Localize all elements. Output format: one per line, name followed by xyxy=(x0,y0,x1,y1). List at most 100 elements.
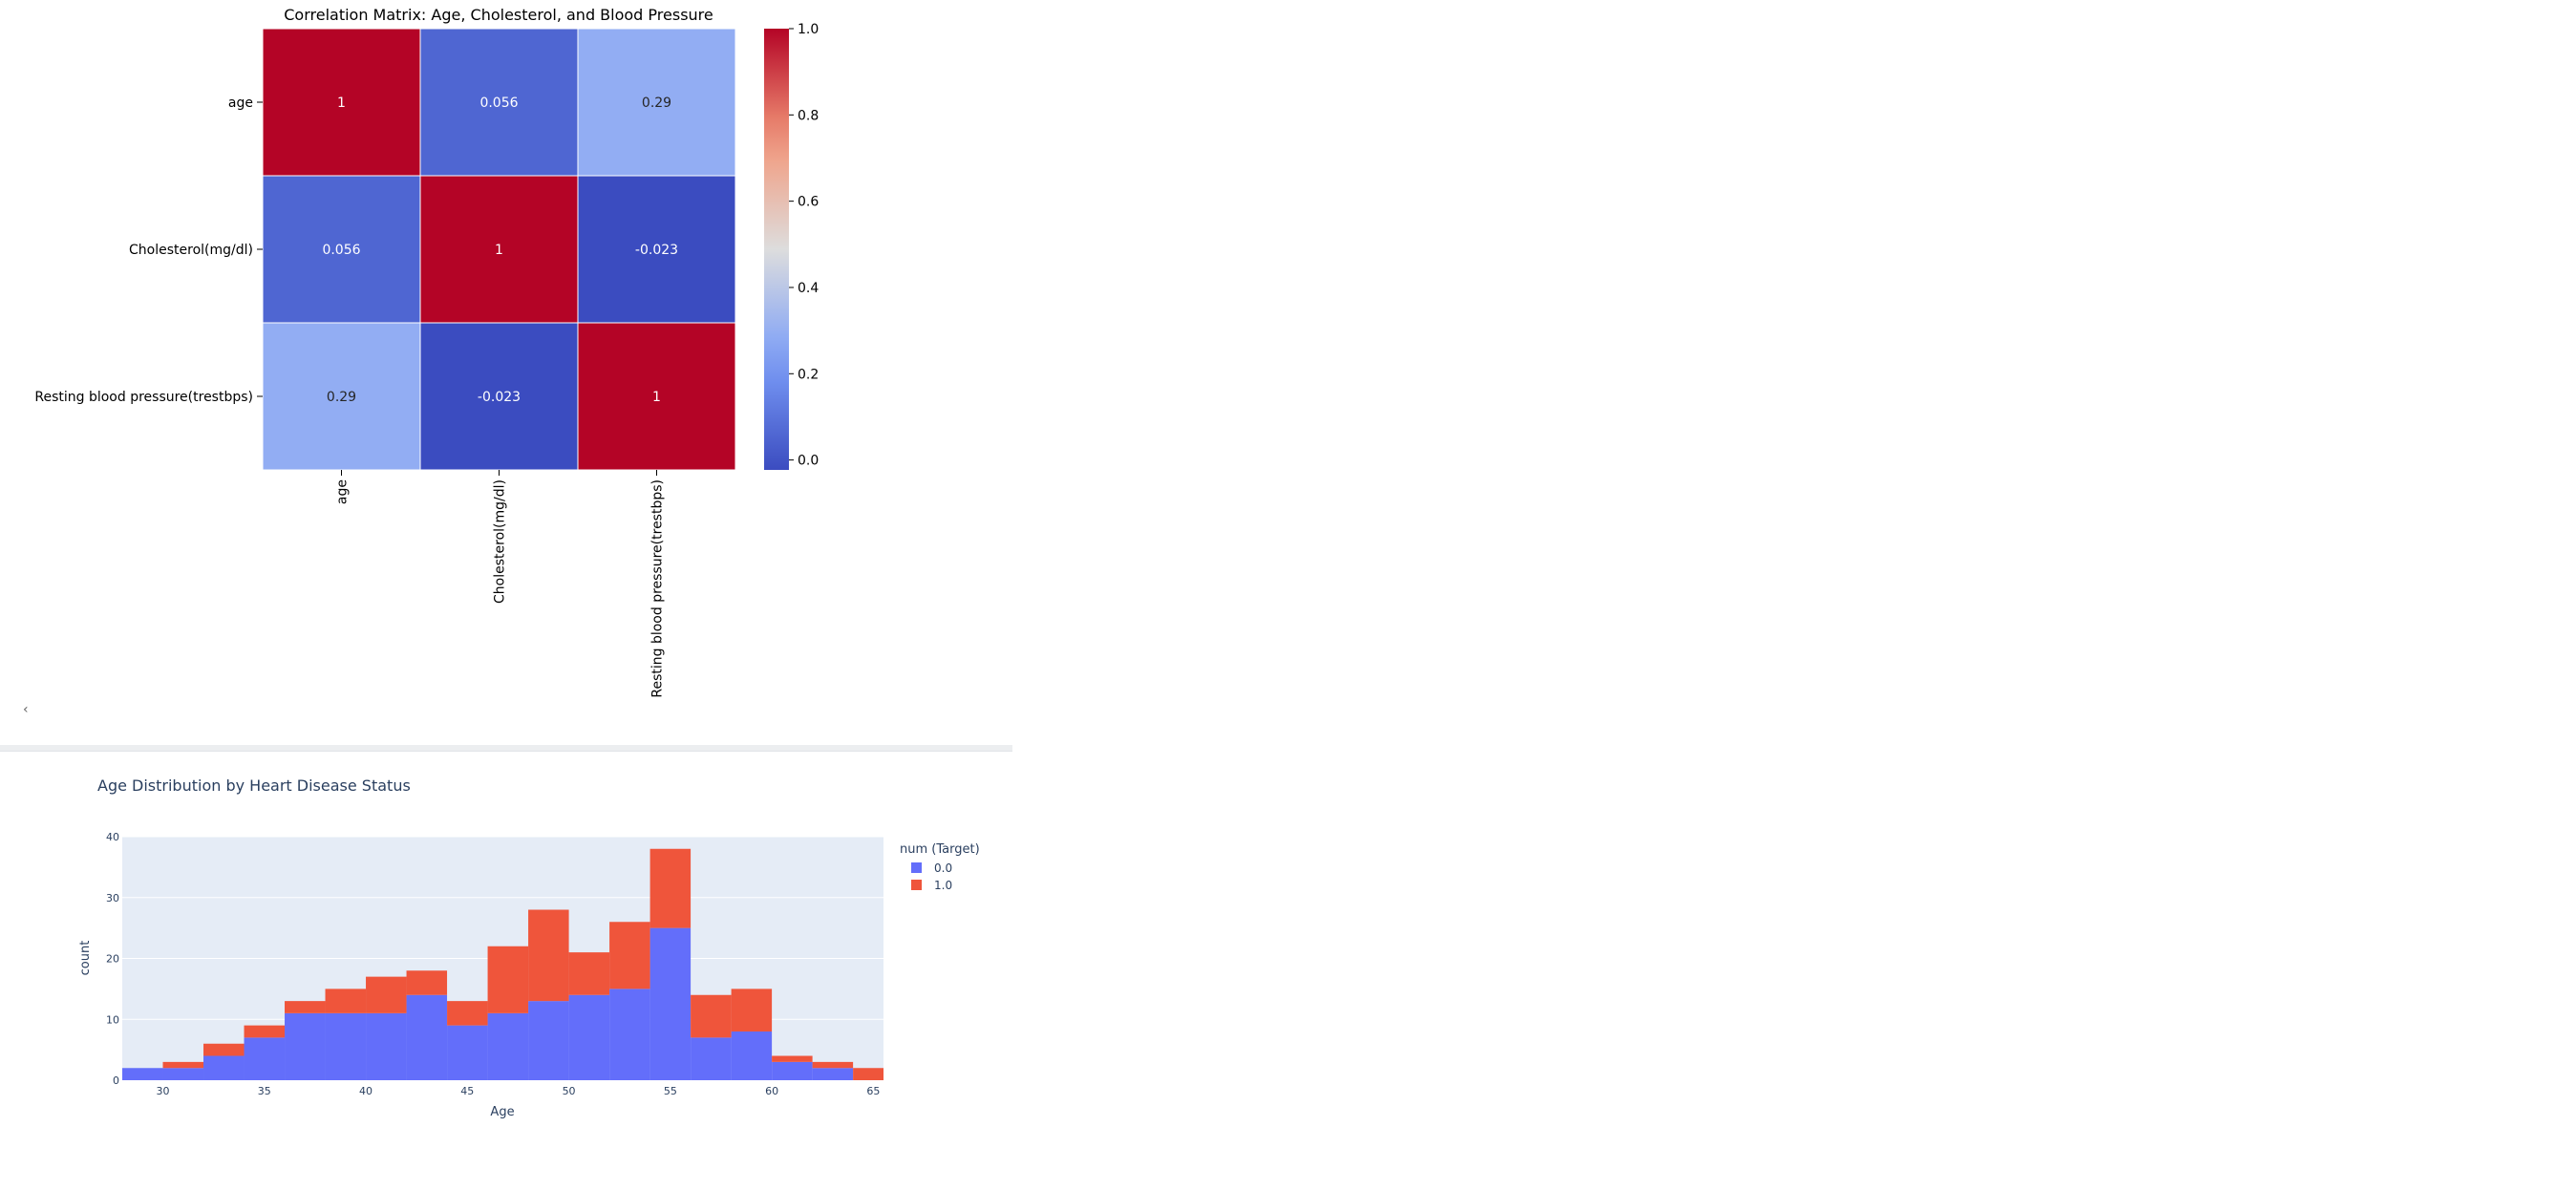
histogram-bar xyxy=(285,1001,326,1013)
collapse-marker[interactable]: ‹ xyxy=(23,702,29,717)
histogram-bar xyxy=(649,848,692,928)
histogram-y-tick-label: 0 xyxy=(113,1074,119,1087)
histogram-bar xyxy=(325,989,367,1013)
histogram-bar xyxy=(528,1001,569,1080)
histogram-bar xyxy=(406,970,448,995)
colorbar-tick-label: 0.0 xyxy=(798,454,819,469)
heatmap-column-labels: age Cholesterol(mg/dl) Resting blood press… xyxy=(335,470,666,698)
histogram-bar xyxy=(487,1012,529,1080)
heatmap-cell xyxy=(419,175,579,324)
histogram-bar xyxy=(406,994,448,1080)
histogram-bar xyxy=(731,989,773,1031)
histogram-bar xyxy=(609,922,650,989)
heatmap-colorbar: 1.0 0.8 0.6 0.4 0.2 0.0 xyxy=(764,22,819,470)
heatmap-row-labels: age Cholesterol(mg/dl) Resting blood press… xyxy=(34,96,263,405)
histogram-bar xyxy=(285,1012,326,1080)
histogram-bar xyxy=(731,1031,773,1080)
colorbar-tick-label: 1.0 xyxy=(798,22,819,37)
histogram-bar xyxy=(203,1043,245,1056)
histogram-y-tick-label: 40 xyxy=(106,831,119,843)
histogram-x-tick-label: 65 xyxy=(866,1085,880,1097)
heatmap-cell-value: 1 xyxy=(495,243,503,258)
legend-swatch xyxy=(911,862,922,873)
heatmap-cell xyxy=(262,175,421,324)
histogram-y-tick-label: 20 xyxy=(106,953,119,966)
heatmap-cell-value: -0.023 xyxy=(478,390,521,405)
heatmap-cell-value: 0.29 xyxy=(642,96,671,111)
heatmap-cell-value: 0.29 xyxy=(327,390,356,405)
histogram-bar xyxy=(487,946,529,1013)
output-divider xyxy=(0,745,1012,752)
histogram-bar xyxy=(162,1068,204,1080)
histogram-bar xyxy=(122,1068,163,1080)
histogram-x-tick-label: 60 xyxy=(765,1085,778,1097)
heatmap-cell-value: -0.023 xyxy=(635,243,678,258)
colorbar-tick-label: 0.4 xyxy=(798,281,819,296)
histogram-bar xyxy=(568,994,610,1080)
histogram-x-tick-label: 35 xyxy=(258,1085,271,1097)
histogram-x-tick-label: 55 xyxy=(664,1085,677,1097)
histogram-bar xyxy=(528,909,569,1002)
heatmap-cell-value: 1 xyxy=(652,390,661,405)
histogram-bar xyxy=(244,1037,286,1080)
histogram-bar xyxy=(691,994,732,1038)
histogram-legend: num (Target) 0.0 1.0 xyxy=(900,842,980,892)
correlation-heatmap-chart: Correlation Matrix: Age, Cholesterol, an… xyxy=(34,6,819,698)
histogram-bar xyxy=(691,1037,732,1080)
histogram-bar xyxy=(812,1061,854,1069)
heatmap-cell xyxy=(419,28,579,177)
histogram-bar xyxy=(649,927,692,1080)
heatmap-cell xyxy=(577,175,736,324)
histogram-x-ticks: 30 35 40 45 50 55 60 65 xyxy=(157,1085,881,1097)
histogram-bar xyxy=(366,1012,407,1080)
heatmap-cell-value: 0.056 xyxy=(479,96,518,111)
heatmap-row-label: Cholesterol(mg/dl) xyxy=(129,243,253,258)
histogram-x-tick-label: 45 xyxy=(460,1085,474,1097)
legend-title: num (Target) xyxy=(900,842,980,857)
histogram-x-tick-label: 50 xyxy=(563,1085,576,1097)
colorbar-tick-label: 0.8 xyxy=(798,108,819,123)
heatmap-cell-value: 0.056 xyxy=(322,243,360,258)
colorbar-tick-label: 0.2 xyxy=(798,367,819,382)
colorbar-tick-label: 0.6 xyxy=(798,195,819,210)
histogram-y-axis-label: count xyxy=(78,941,93,976)
heatmap-cell xyxy=(419,322,579,471)
heatmap-cell xyxy=(262,322,421,471)
histogram-bar xyxy=(772,1055,813,1062)
histogram-y-tick-label: 10 xyxy=(106,1013,119,1026)
heatmap-row-label: Resting blood pressure(trestbps) xyxy=(34,390,253,405)
histogram-bar xyxy=(203,1055,245,1080)
histogram-x-axis-label: Age xyxy=(490,1105,514,1119)
histogram-bar xyxy=(609,989,650,1080)
heatmap-column-label: age xyxy=(335,479,351,504)
heatmap-cell-value: 1 xyxy=(337,96,346,111)
histogram-bar xyxy=(853,1068,884,1080)
histogram-bar xyxy=(447,1025,488,1080)
histogram-bar xyxy=(772,1061,813,1080)
histogram-y-tick-label: 30 xyxy=(106,892,119,904)
colorbar-gradient xyxy=(764,29,789,470)
histogram-bar xyxy=(447,1001,488,1026)
heatmap-cell xyxy=(577,28,736,177)
heatmap-row-label: age xyxy=(228,96,253,111)
histogram-bar xyxy=(568,952,610,995)
legend-label: 1.0 xyxy=(934,879,952,892)
histogram-bar xyxy=(162,1061,204,1069)
histogram-bars xyxy=(122,848,884,1080)
histogram-x-tick-label: 30 xyxy=(157,1085,170,1097)
histogram-bar xyxy=(366,976,407,1013)
histogram-x-tick-label: 40 xyxy=(359,1085,373,1097)
age-histogram-chart: Age Distribution by Heart Disease Status… xyxy=(78,776,980,1119)
histogram-y-ticks: 0 10 20 30 40 xyxy=(106,831,119,1087)
heatmap-column-label: Resting blood pressure(trestbps) xyxy=(650,479,666,698)
histogram-bar xyxy=(812,1068,854,1080)
legend-label: 0.0 xyxy=(934,861,952,875)
heatmap-column-label: Cholesterol(mg/dl) xyxy=(493,479,508,604)
heatmap-title: Correlation Matrix: Age, Cholesterol, an… xyxy=(284,6,713,24)
legend-swatch xyxy=(911,880,922,890)
heatmap-cell xyxy=(262,28,421,177)
heatmap-cells: 1 0.056 0.29 0.056 1 -0.023 0.29 -0.023 1 xyxy=(262,28,736,471)
histogram-bar xyxy=(325,1012,367,1080)
histogram-bar xyxy=(244,1025,286,1038)
histogram-title: Age Distribution by Heart Disease Status xyxy=(97,776,411,795)
